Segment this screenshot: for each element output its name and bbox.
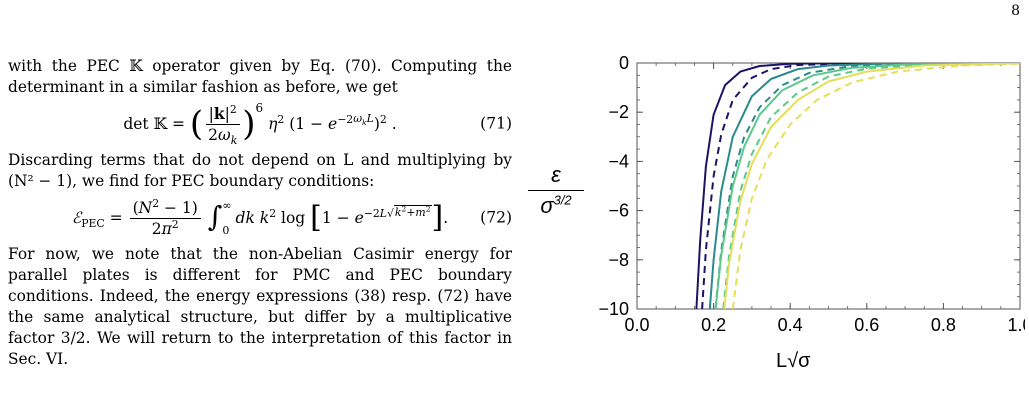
equation-71: det 𝕂 = ( |k|2 2ωk ) 6 η2 (1 − e−2ωkL)2 . … [123, 101, 512, 147]
series-line-2 [701, 63, 1020, 309]
series-line-3 [708, 63, 1020, 309]
series-line-5 [714, 63, 1020, 309]
y-tick-label: −4 [608, 151, 629, 171]
y-tick-label: −8 [608, 250, 629, 270]
y-axis-label-numerator: ε [528, 162, 584, 191]
x-tick-label: 0.0 [624, 315, 649, 335]
y-axis-label-denominator: σ3/2 [540, 192, 572, 218]
y-tick-label: −2 [608, 102, 629, 122]
series-line-6 [722, 63, 1020, 309]
casimir-energy-chart: 0.0 0.2 0.4 0.6 0.8 1.0 0 −2 −4 −6 −8 −10 [598, 53, 1025, 335]
y-tick-label: −6 [608, 201, 629, 221]
text-column: with the PEC 𝕂 operator given by Eq. (70… [8, 56, 512, 370]
series-line-8 [731, 63, 1020, 309]
y-axis-label: ε σ3/2 [528, 162, 584, 219]
series-line-1 [695, 63, 1020, 309]
equation-72: ℰPEC = (N2 − 1) 2π2 ∫ ∞ 0 dk k2 log [ 1 − … [71, 196, 512, 238]
y-tick-label: −10 [598, 299, 629, 319]
x-axis-label: L√σ [776, 350, 811, 372]
plot-area: 0.0 0.2 0.4 0.6 0.8 1.0 0 −2 −4 −6 −8 −10 [598, 53, 1025, 335]
series-line-4 [714, 63, 1020, 309]
x-tick-label: 0.8 [931, 315, 956, 335]
equation-71-number: (71) [480, 114, 512, 133]
page-number: 8 [1011, 3, 1020, 19]
paragraph-2: Discarding terms that do not depend on L… [8, 151, 512, 190]
paragraph-3: For now, we note that the non-Abelian Ca… [8, 245, 512, 368]
series-line-7 [723, 63, 1020, 309]
x-tick-label: 0.4 [778, 315, 803, 335]
x-tick-label: 0.6 [854, 315, 879, 335]
y-tick-label: 0 [619, 53, 629, 73]
x-tick-label: 0.2 [701, 315, 726, 335]
paragraph-1: with the PEC 𝕂 operator given by Eq. (70… [8, 57, 512, 96]
x-tick-label: 1.0 [1007, 315, 1025, 335]
plot-frame [636, 62, 1021, 310]
equation-72-number: (72) [480, 208, 512, 227]
